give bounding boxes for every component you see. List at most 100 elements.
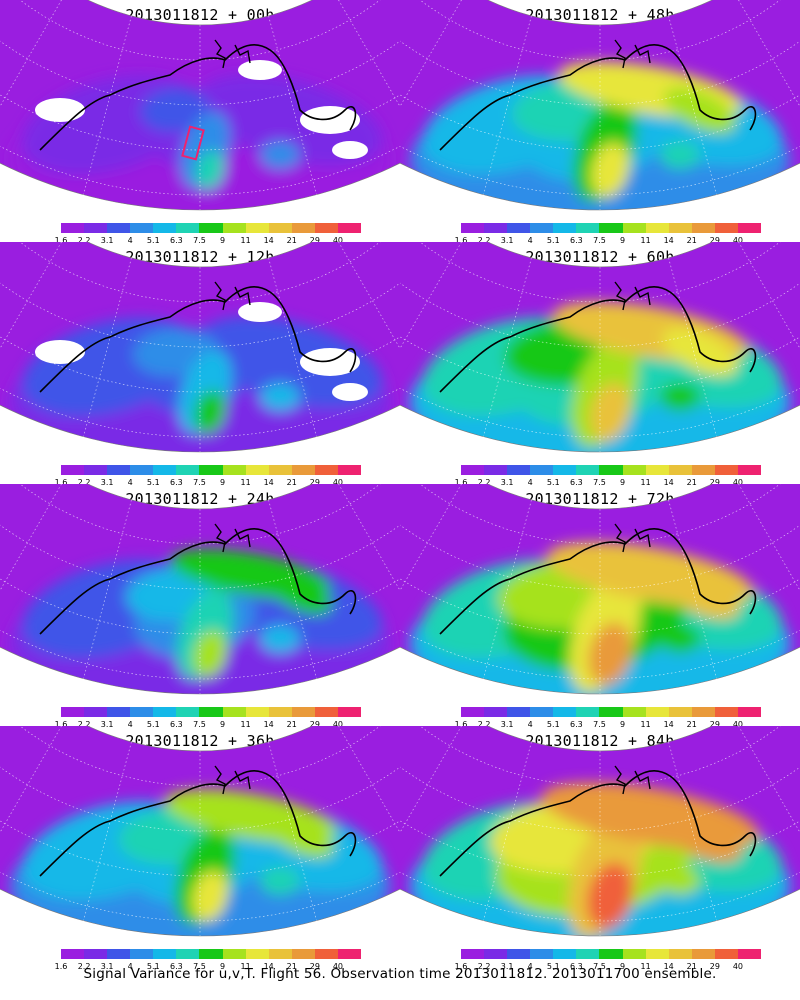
colorbar-tick-label: 5.1: [546, 962, 560, 971]
colorbar-swatch: [245, 949, 269, 959]
colorbar-tick-label: 11: [640, 236, 651, 245]
colorbar-swatch: [130, 223, 154, 233]
variance-field-blob: [260, 383, 300, 411]
colorbar-swatch: [268, 707, 292, 717]
colorbar-tick-label: 6.3: [570, 962, 583, 971]
low-variance-patch: [238, 60, 282, 80]
colorbar: [61, 465, 362, 475]
variance-map: [400, 726, 800, 937]
variance-field-blob: [195, 150, 225, 190]
variance-field-blob: [660, 383, 700, 411]
colorbar: [61, 949, 362, 959]
colorbar-tick-label: 1.6: [454, 720, 468, 729]
colorbar-swatch: [645, 465, 669, 475]
variance-map: [400, 484, 800, 695]
forecast-panel-48h: 2013011812 + 48h 1.6 2.2 3.1 4 5.1 6.3 7.5 9 11 14…: [400, 0, 800, 245]
colorbar-tick-label: 21: [686, 478, 697, 487]
colorbar: [461, 223, 762, 233]
variance-map: [0, 0, 400, 211]
colorbar-swatch: [668, 465, 692, 475]
colorbar-tick-label: 3.1: [100, 720, 114, 729]
colorbar-swatch: [645, 223, 669, 233]
colorbar-swatch: [576, 223, 600, 233]
colorbar-labels: 1.6 2.2 3.1 4 5.1 6.3 7.5 9 11 14 21 29 40: [55, 478, 366, 488]
low-variance-patch: [35, 98, 85, 122]
colorbar-tick-label: 3.1: [100, 478, 114, 487]
colorbar-swatch: [461, 223, 485, 233]
colorbar-swatch: [714, 949, 738, 959]
variance-field-blob: [589, 382, 631, 442]
colorbar-tick-label: 14: [663, 236, 674, 245]
colorbar-tick-label: 4: [527, 720, 533, 729]
colorbar-tick-label: 2.2: [477, 962, 491, 971]
colorbar-tick-label: 21: [686, 962, 697, 971]
colorbar-swatch: [622, 707, 646, 717]
forecast-panel-0h: 2013011812 + 00h 1.6 2.2 3.1 4 5.1 6.3 7.5 9 11 14…: [0, 0, 400, 245]
variance-field-blob: [197, 74, 383, 166]
colorbar-tick-label: 3.1: [500, 236, 514, 245]
colorbar-tick-label: 2.2: [77, 478, 91, 487]
colorbar-swatch: [291, 465, 315, 475]
colorbar-labels: 1.6 2.2 3.1 4 5.1 6.3 7.5 9 11 14 21 29 40: [454, 236, 766, 246]
colorbar-swatch: [222, 949, 246, 959]
colorbar-tick-label: 11: [640, 962, 651, 971]
colorbar-swatch: [314, 949, 338, 959]
colorbar-tick-label: 5.1: [546, 478, 560, 487]
colorbar: [461, 465, 762, 475]
colorbar-swatch: [337, 707, 362, 717]
colorbar-tick-label: 7.5: [193, 236, 206, 245]
colorbar-tick-label: 4: [127, 720, 133, 729]
colorbar-tick-label: 21: [686, 720, 697, 729]
arctic-islands: [214, 281, 251, 311]
colorbar-swatch: [314, 465, 338, 475]
colorbar-tick-label: 14: [663, 962, 674, 971]
colorbar-swatch: [268, 465, 292, 475]
colorbar-tick-label: 7.5: [193, 962, 206, 971]
low-variance-patch: [300, 348, 360, 376]
variance-field-blob: [590, 142, 630, 198]
colorbar-tick-label: 29: [709, 478, 720, 487]
colorbar-swatch: [337, 949, 362, 959]
colorbar-tick-label: 3.1: [100, 962, 114, 971]
colorbar-swatch: [291, 707, 315, 717]
colorbar-swatch: [107, 949, 131, 959]
colorbar-tick-label: 1.6: [54, 962, 68, 971]
colorbar-swatch: [199, 465, 223, 475]
low-variance-patch: [238, 302, 282, 322]
colorbar-swatch: [176, 223, 200, 233]
colorbar-swatch: [107, 223, 131, 233]
colorbar-swatch: [737, 223, 762, 233]
colorbar: [61, 223, 362, 233]
variance-field-blob: [140, 87, 210, 133]
colorbar-tick-label: 40: [732, 236, 744, 245]
colorbar-tick-label: 9: [219, 478, 226, 487]
colorbar-swatch: [622, 949, 646, 959]
arctic-islands: [214, 39, 251, 69]
colorbar: [461, 707, 762, 717]
colorbar-labels: 1.6 2.2 3.1 4 5.1 6.3 7.5 9 11 14 21 29 40: [54, 962, 366, 972]
colorbar-tick-label: 1.6: [454, 236, 468, 245]
arctic-islands: [614, 39, 651, 69]
arctic-islands: [614, 523, 651, 553]
panel-title: 2013011812 + 00h: [125, 6, 275, 24]
colorbar-tick-label: 6.3: [570, 478, 583, 487]
colorbar-tick-label: 5.1: [146, 478, 160, 487]
colorbar-tick-label: 21: [286, 236, 297, 245]
colorbar-tick-label: 21: [686, 236, 697, 245]
colorbar-swatch: [314, 223, 338, 233]
colorbar-swatch: [645, 707, 669, 717]
colorbar-tick-label: 4: [527, 478, 533, 487]
colorbar-tick-label: 9: [219, 962, 226, 971]
colorbar-swatch: [268, 223, 292, 233]
colorbar-swatch: [245, 707, 269, 717]
colorbar: [61, 707, 362, 717]
colorbar-tick-label: 7.5: [593, 236, 606, 245]
colorbar-tick-label: 4: [527, 236, 533, 245]
colorbar-swatch: [291, 223, 315, 233]
variance-field-blob: [586, 862, 634, 930]
coastline: [39, 528, 357, 635]
variance-field-blob: [660, 867, 700, 895]
variance-map: [400, 242, 800, 453]
low-variance-patch: [332, 383, 368, 401]
variance-field-blob: [260, 867, 300, 895]
